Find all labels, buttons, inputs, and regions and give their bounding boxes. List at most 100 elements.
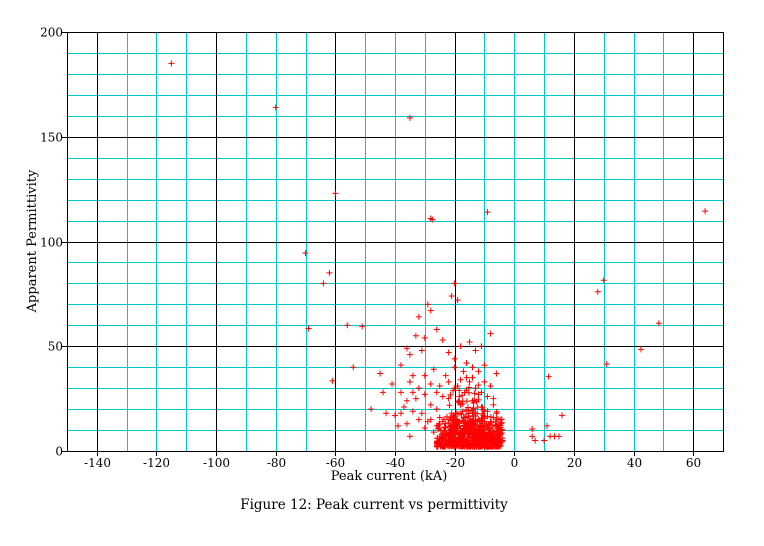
- data-point: [403, 420, 410, 427]
- x-tick-label: -100: [203, 456, 230, 470]
- data-point: [350, 364, 357, 371]
- data-point: [424, 301, 431, 308]
- data-point: [475, 368, 482, 375]
- data-point: [454, 399, 461, 406]
- data-point: [329, 377, 336, 384]
- data-point: [445, 378, 452, 385]
- minor-grid: [67, 32, 724, 451]
- data-point: [475, 391, 482, 398]
- data-point: [433, 406, 440, 413]
- data-point: [463, 374, 470, 381]
- data-point: [409, 389, 416, 396]
- data-point: [493, 421, 500, 428]
- data-point: [433, 389, 440, 396]
- data-point: [380, 389, 387, 396]
- data-point: [406, 378, 413, 385]
- data-point: [471, 390, 478, 397]
- data-point: [451, 355, 458, 362]
- x-tick-label: 40: [627, 456, 642, 470]
- data-point: [490, 395, 497, 402]
- data-point: [344, 322, 351, 329]
- data-point: [479, 404, 486, 411]
- data-point: [397, 389, 404, 396]
- data-point: [400, 404, 407, 411]
- data-point: [459, 401, 466, 408]
- data-point: [453, 439, 460, 446]
- data-point: [421, 334, 428, 341]
- data-point: [456, 422, 463, 429]
- x-axis-title: Peak current (kA): [331, 469, 448, 484]
- data-point: [454, 297, 461, 304]
- data-point: [494, 425, 501, 432]
- data-point: [493, 408, 500, 415]
- data-point: [436, 420, 443, 427]
- data-point: [556, 433, 562, 440]
- x-tick-label: -140: [84, 456, 111, 470]
- data-point: [484, 393, 491, 400]
- data-point: [406, 351, 413, 358]
- data-point: [326, 269, 333, 276]
- data-point: [442, 420, 449, 427]
- y-tick-label: 200: [40, 26, 63, 40]
- data-point: [529, 426, 536, 433]
- data-point: [406, 433, 413, 440]
- data-point: [479, 442, 486, 449]
- data-point: [486, 434, 493, 441]
- data-point: [471, 443, 478, 450]
- data-point: [465, 404, 472, 411]
- data-point: [600, 277, 607, 284]
- data-point: [470, 425, 477, 432]
- data-point: [418, 347, 425, 354]
- data-point: [464, 426, 471, 433]
- data-point: [493, 410, 500, 417]
- data-point: [427, 380, 434, 387]
- data-point: [368, 406, 375, 413]
- data-point: [415, 385, 422, 392]
- data-point: [499, 438, 506, 445]
- data-point: [545, 373, 552, 380]
- data-point: [389, 380, 396, 387]
- data-point: [454, 410, 461, 417]
- data-point: [469, 435, 476, 442]
- data-point: [496, 428, 503, 435]
- data-point: [451, 364, 458, 371]
- data-point: [451, 421, 458, 428]
- data-point: [436, 414, 443, 421]
- data-point: [603, 361, 610, 368]
- data-point: [383, 410, 390, 417]
- data-point: [448, 292, 455, 299]
- data-point: [397, 362, 404, 369]
- data-point: [272, 104, 279, 111]
- data-point: [532, 437, 539, 444]
- y-tick-label: 100: [40, 236, 63, 250]
- data-point: [449, 442, 456, 449]
- data-point: [446, 437, 453, 444]
- data-point: [465, 389, 472, 396]
- data-point: [168, 60, 175, 67]
- data-point: [471, 397, 478, 404]
- data-point: [359, 323, 366, 330]
- data-point: [446, 423, 453, 430]
- data-point: [484, 443, 491, 450]
- data-point: [445, 395, 452, 402]
- figure-caption: Figure 12: Peak current vs permittivity: [240, 497, 508, 513]
- data-point: [481, 378, 488, 385]
- data-point: [469, 374, 476, 381]
- data-point: [441, 424, 448, 431]
- data-point: [493, 370, 500, 377]
- x-tick-label: 60: [686, 456, 701, 470]
- data-point: [481, 438, 488, 445]
- data-point: [464, 439, 471, 446]
- data-point: [439, 336, 446, 343]
- data-point: [481, 415, 488, 422]
- data-point: [479, 410, 486, 417]
- data-points: [168, 60, 709, 450]
- data-point: [497, 422, 504, 429]
- x-tick-label: -80: [267, 456, 286, 470]
- data-point: [473, 433, 480, 440]
- data-point: [487, 383, 494, 390]
- data-point: [480, 426, 487, 433]
- data-point: [447, 391, 454, 398]
- data-point: [421, 391, 428, 398]
- data-point: [474, 423, 481, 430]
